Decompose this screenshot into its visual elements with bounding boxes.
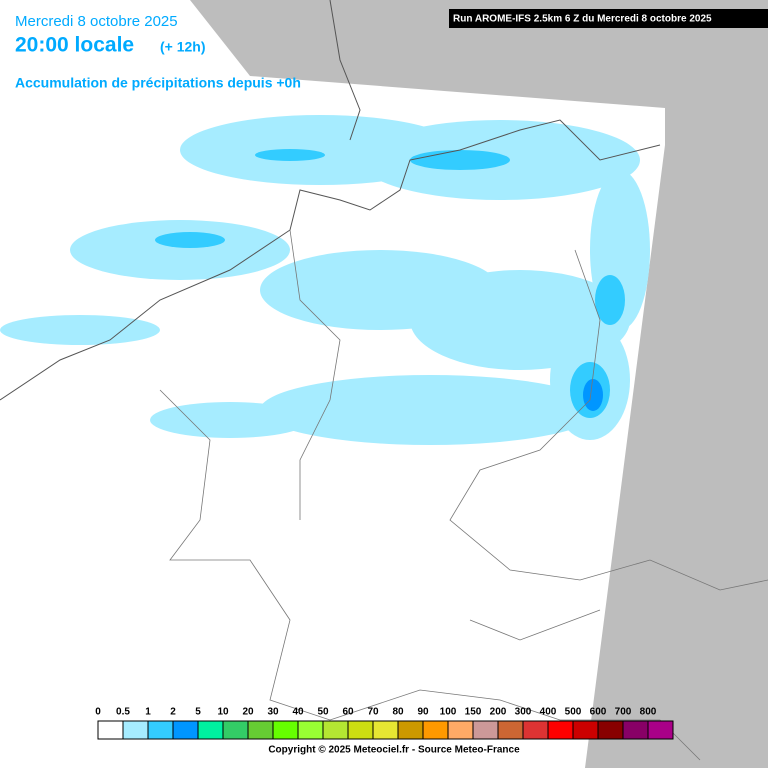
legend-label: 0.5: [116, 707, 130, 718]
legend-label: 60: [342, 707, 354, 718]
border: [469, 609, 601, 641]
product: Accumulation de précipitations depuis +0…: [15, 75, 301, 91]
legend-swatch: [122, 720, 149, 740]
precipitation-light: [0, 115, 650, 445]
legend-swatch: [197, 720, 224, 740]
legend-label: 5: [195, 707, 201, 718]
legend-swatch: [572, 720, 599, 740]
legend-swatch: [347, 720, 374, 740]
legend-label: 20: [242, 707, 254, 718]
legend-label: 2: [170, 707, 176, 718]
border: [159, 389, 701, 761]
legend-swatch: [97, 720, 124, 740]
legend-swatch: [622, 720, 649, 740]
legend-swatch: [222, 720, 249, 740]
coastline: [329, 0, 361, 141]
legend-swatch: [172, 720, 199, 740]
legend-swatch: [547, 720, 574, 740]
legend-label: 300: [515, 707, 532, 718]
run-box: [449, 9, 768, 28]
legend-label: 50: [317, 707, 329, 718]
coastline: [0, 119, 661, 401]
legend-label: 400: [540, 707, 557, 718]
legend-label: 800: [640, 707, 657, 718]
legend-swatch: [472, 720, 499, 740]
legend-label: 150: [465, 707, 482, 718]
legend-swatch: [447, 720, 474, 740]
legend-swatch: [247, 720, 274, 740]
legend-label: 30: [267, 707, 279, 718]
legend-swatch: [422, 720, 449, 740]
legend-label: 600: [590, 707, 607, 718]
run-info: Run AROME-IFS 2.5km 6 Z du Mercredi 8 oc…: [453, 14, 712, 25]
legend-swatch: [272, 720, 299, 740]
border: [289, 229, 341, 520]
legend-swatch: [597, 720, 624, 740]
legend-swatch: [297, 720, 324, 740]
legend-swatch: [397, 720, 424, 740]
legend-label: 80: [392, 707, 404, 718]
legend-label: 500: [565, 707, 582, 718]
precipitation-heavy: [583, 379, 603, 411]
time: 20:00 locale: [15, 34, 134, 57]
legend-label: 40: [292, 707, 304, 718]
legend-swatch: [497, 720, 524, 740]
legend-swatch: [372, 720, 399, 740]
legend-label: 70: [367, 707, 379, 718]
lead-time: (+ 12h): [160, 39, 206, 55]
legend-label: 100: [440, 707, 457, 718]
date: Mercredi 8 octobre 2025: [15, 13, 178, 30]
legend: 0 0.5 1 2 5 10 20 30 40 50 60 70 80 90 100 150 200 300 400…: [95, 707, 674, 740]
legend-swatch: [322, 720, 349, 740]
legend-label: 1: [145, 707, 151, 718]
legend-swatch: [647, 720, 674, 740]
border: [449, 249, 768, 591]
legend-label: 200: [490, 707, 507, 718]
legend-label: 700: [615, 707, 632, 718]
legend-label: 10: [217, 707, 229, 718]
copyright: Copyright © 2025 Meteociel.fr - Source M…: [268, 745, 520, 756]
legend-swatch: [147, 720, 174, 740]
legend-swatch: [522, 720, 549, 740]
legend-label: 0: [95, 707, 101, 718]
legend-label: 90: [417, 707, 429, 718]
